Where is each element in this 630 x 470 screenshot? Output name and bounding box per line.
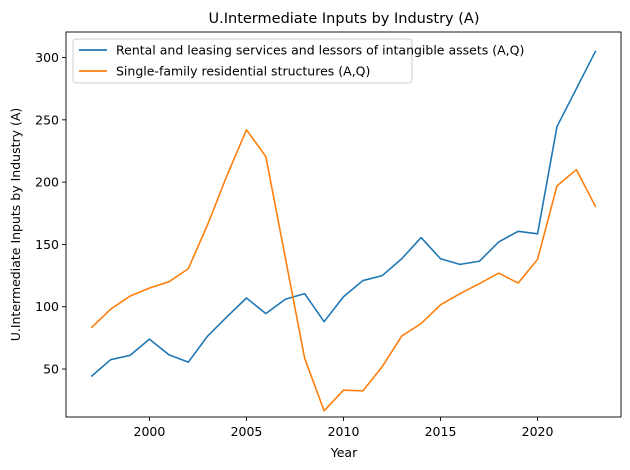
x-tick-label: 2015 <box>425 424 457 439</box>
plot-series <box>90 50 597 412</box>
x-tick-label: 2000 <box>134 424 166 439</box>
y-tick-label: 300 <box>35 50 59 65</box>
legend: Rental and leasing services and lessors … <box>72 38 524 84</box>
x-axis-label: Year <box>330 445 358 460</box>
x-tick-label: 2005 <box>231 424 263 439</box>
legend-label-single-family: Single-family residential structures (A,… <box>116 64 370 79</box>
x-tick-label: 2020 <box>522 424 554 439</box>
legend-label-rental: Rental and leasing services and lessors … <box>116 43 524 58</box>
y-axis-ticks: 50 100 150 200 250 300 <box>35 50 66 377</box>
x-tick-label: 2010 <box>328 424 360 439</box>
x-axis-ticks: 2000 2005 2010 2015 2020 <box>134 417 554 439</box>
y-tick-label: 50 <box>43 362 59 377</box>
y-tick-label: 150 <box>35 237 59 252</box>
y-tick-label: 250 <box>35 112 59 127</box>
y-tick-label: 100 <box>35 299 59 314</box>
series-line-1 <box>90 129 597 412</box>
plot-area <box>65 31 622 418</box>
y-axis-label: U.Intermediate Inputs by Industry (A) <box>8 108 23 342</box>
legend-box <box>72 38 413 84</box>
series-line-0 <box>90 50 597 378</box>
y-tick-label: 200 <box>35 175 59 190</box>
chart-title: U.Intermediate Inputs by Industry (A) <box>209 11 480 27</box>
